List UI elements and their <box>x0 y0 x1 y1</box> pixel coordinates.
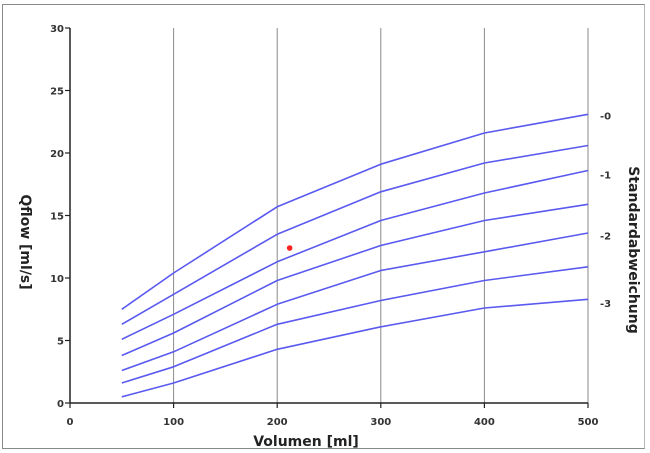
series-line <box>121 232 589 372</box>
x-tick-label: 200 <box>267 417 288 428</box>
right-tick-layer: -0 -1 -2 -3 <box>600 112 611 311</box>
series-line <box>121 298 589 398</box>
series-line <box>121 113 589 310</box>
x-tick-label: 300 <box>370 417 391 428</box>
right-axis-title: Standardabweichung <box>625 166 641 334</box>
x-tick-label: 0 <box>67 417 74 428</box>
y-tick-label: 0 <box>57 399 64 410</box>
y-tick-label: 20 <box>50 149 64 160</box>
measurement-point <box>286 245 293 251</box>
point-layer <box>286 245 293 251</box>
y-tick-label: 10 <box>50 274 64 285</box>
right-tick-label: -3 <box>600 299 611 310</box>
series-layer <box>121 113 589 398</box>
right-tick-label: -2 <box>600 232 611 243</box>
grid-layer <box>173 28 589 403</box>
series-line <box>121 266 589 384</box>
x-tick-label: 500 <box>578 417 599 428</box>
x-tick-label: 100 <box>163 417 184 428</box>
series-line <box>121 144 589 325</box>
y-tick-label: 15 <box>50 212 64 223</box>
y-tick-label: 5 <box>57 337 64 348</box>
series-line <box>121 169 589 341</box>
axis-layer <box>69 28 588 404</box>
x-tick-label: 400 <box>474 417 495 428</box>
series-line <box>121 203 589 357</box>
y-tick-label: 30 <box>50 24 64 35</box>
chart-frame <box>2 4 645 449</box>
x-axis-title: Volumen [ml] <box>253 434 359 450</box>
y-axis-title: Qflow [ml/s] <box>17 194 33 289</box>
right-tick-label: -0 <box>600 112 611 123</box>
y-tick-label: 25 <box>50 87 64 98</box>
right-tick-label: -1 <box>600 170 611 181</box>
